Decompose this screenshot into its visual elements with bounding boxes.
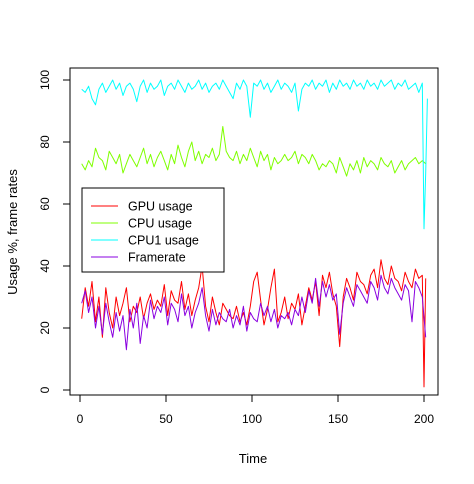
series-line-cpu1-usage [81, 79, 428, 230]
legend-label-cpu-usage: CPU usage [128, 217, 192, 231]
x-tick-label: 100 [242, 412, 262, 426]
legend-label-cpu1-usage: CPU1 usage [128, 234, 199, 248]
y-tick-label: 0 [38, 386, 52, 393]
legend-label-gpu-usage: GPU usage [128, 200, 193, 214]
x-tick-label: 150 [328, 412, 348, 426]
y-tick-label: 60 [38, 197, 52, 211]
y-tick-label: 80 [38, 135, 52, 149]
legend: GPU usage CPU usage CPU1 usage Framerate [81, 187, 225, 273]
x-tick-label: 50 [159, 412, 173, 426]
plot-frame [69, 67, 439, 396]
series-line-framerate [81, 274, 427, 351]
y-tick-label: 40 [38, 259, 52, 273]
x-axis: 0 50 100 150 200 [77, 395, 434, 426]
series-line-cpu-usage [81, 126, 427, 177]
x-axis-title: Time [239, 451, 267, 466]
legend-label-framerate: Framerate [128, 251, 186, 265]
y-tick-label: 20 [38, 321, 52, 335]
y-tick-label: 100 [38, 70, 52, 90]
y-axis: 0 20 40 60 80 100 [38, 70, 70, 393]
x-tick-label: 200 [414, 412, 434, 426]
legend-box [81, 187, 225, 273]
series-line-gpu-usage [81, 259, 427, 388]
x-tick-label: 0 [77, 412, 84, 426]
y-axis-title: Usage %, frame rates [5, 169, 20, 295]
series-layer [81, 79, 428, 388]
